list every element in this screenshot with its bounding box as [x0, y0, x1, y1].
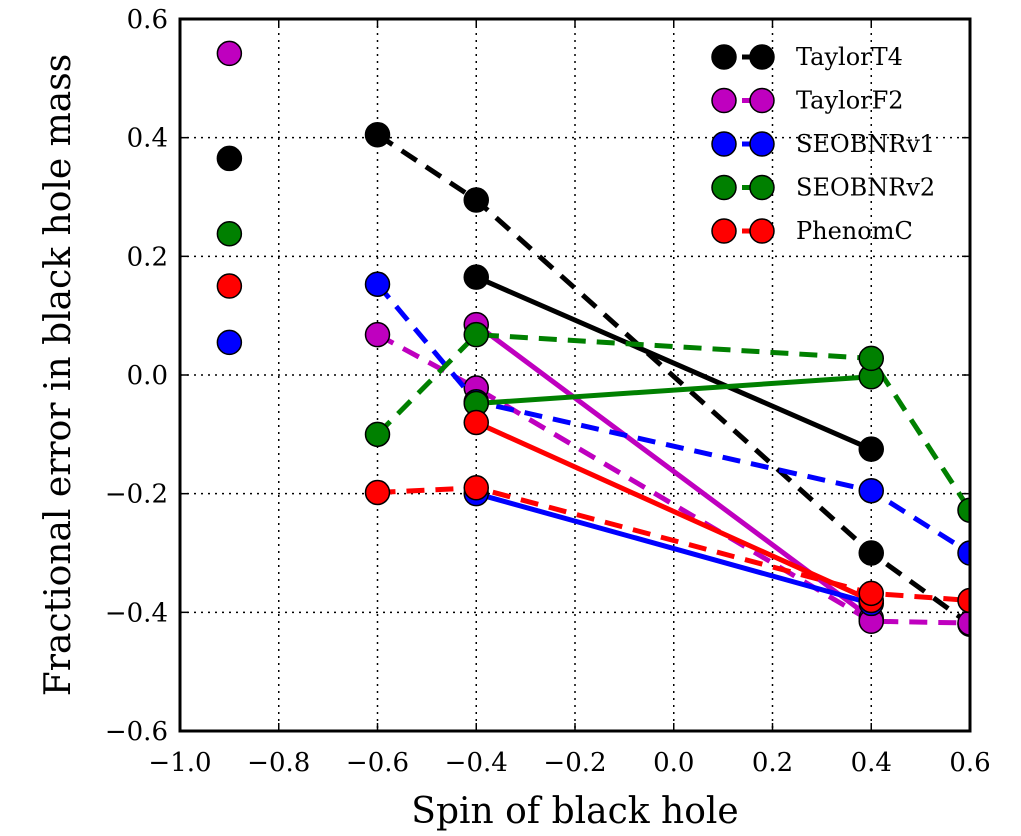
y-tick-label: 0.6 — [127, 5, 168, 35]
data-point-taylorf2 — [957, 610, 970, 636]
plot-area — [216, 40, 970, 637]
legend-marker-seobnrv1 — [749, 131, 775, 157]
data-point-seobnrv1 — [858, 477, 884, 504]
data-point-seobnrv2 — [957, 497, 970, 524]
x-axis-label: Spin of black hole — [411, 791, 738, 832]
legend-item-taylort4: TaylorT4 — [711, 43, 903, 71]
x-tick-label: −0.6 — [346, 748, 409, 778]
legend-marker-phenomc — [749, 218, 775, 244]
data-point-seobnrv1 — [364, 271, 391, 297]
series-seobnrv1-dashed-line — [375, 282, 970, 556]
series-seobnrv1-solid-line — [475, 491, 872, 606]
legend-label-seobnrv2: SEOBNRv2 — [796, 174, 935, 202]
x-tick-label: −1.0 — [148, 748, 211, 778]
data-point-seobnrv2 — [364, 421, 391, 448]
legend-marker-taylort4 — [749, 44, 775, 70]
legend-marker-seobnrv1 — [711, 131, 737, 157]
series-taylort4-dashed-line — [376, 132, 970, 627]
data-point-phenomc — [957, 587, 970, 614]
legend-marker-seobnrv2 — [749, 174, 775, 201]
grid — [180, 19, 970, 731]
legend-marker-taylort4 — [711, 44, 737, 70]
data-point-phenomc — [463, 474, 489, 501]
legend-marker-seobnrv2 — [711, 174, 737, 201]
x-tick-label: 0.2 — [752, 748, 793, 778]
x-tick-label: 0.4 — [851, 748, 892, 778]
data-point-taylorf2 — [216, 40, 243, 67]
series-seobnrv2-dashed-line — [375, 332, 970, 512]
x-tick-label: −0.4 — [445, 748, 508, 778]
y-tick-label: −0.6 — [105, 717, 168, 747]
legend-marker-taylorf2 — [749, 87, 775, 114]
y-tick-label: −0.2 — [105, 480, 168, 510]
legend: TaylorT4 TaylorF2 SEOBNRv1 SEOBNRv2 PhenomC — [711, 43, 935, 245]
data-point-taylort4 — [216, 145, 243, 172]
data-point-phenomc — [463, 409, 489, 436]
x-tick-label: −0.8 — [247, 748, 310, 778]
legend-item-seobnrv1: SEOBNRv1 — [711, 130, 935, 158]
legend-item-taylorf2: TaylorF2 — [711, 87, 904, 115]
x-tick-label: −0.2 — [543, 748, 606, 778]
series-phenomc-dashed-line — [377, 485, 970, 603]
data-point-seobnrv2 — [463, 321, 489, 348]
data-point-taylort4 — [463, 264, 489, 290]
x-tick-label: 0.0 — [653, 748, 694, 778]
legend-marker-phenomc — [711, 218, 737, 244]
axis-ticks: −1.0 −0.8 −0.6 −0.4 −0.2 0.0 0.2 0.4 0.6 −0.6 −0.4… — [105, 5, 991, 778]
data-point-phenomc — [216, 273, 243, 299]
data-point-seobnrv2 — [858, 345, 884, 372]
data-point-phenomc — [364, 479, 391, 506]
data-point-seobnrv1 — [957, 540, 970, 566]
data-point-taylort4 — [858, 436, 884, 462]
series-phenomc-solid-line — [475, 420, 873, 603]
legend-label-phenomc: PhenomC — [796, 217, 913, 245]
y-axis-label: Fractional error in black hole mass — [38, 54, 79, 696]
legend-label-seobnrv1: SEOBNRv1 — [796, 130, 935, 158]
series-seobnrv2-solid-line — [476, 374, 872, 406]
series-taylorf2-dashed-line — [376, 332, 970, 626]
y-tick-label: 0.4 — [127, 124, 168, 154]
data-point-seobnrv2 — [216, 221, 243, 247]
legend-item-seobnrv2: SEOBNRv2 — [711, 174, 935, 202]
legend-marker-taylorf2 — [711, 87, 737, 114]
x-tick-label: 0.6 — [949, 748, 990, 778]
data-point-phenomc — [858, 580, 884, 607]
data-point-taylorf2 — [364, 321, 391, 348]
series-taylort4 — [216, 121, 970, 637]
series-phenomc — [216, 273, 970, 614]
data-point-taylort4 — [858, 540, 884, 566]
series-seobnrv2 — [216, 221, 970, 524]
y-tick-label: 0.0 — [127, 361, 168, 391]
legend-label-taylorf2: TaylorF2 — [796, 87, 904, 115]
legend-item-phenomc: PhenomC — [711, 217, 913, 245]
series-taylort4-solid-line — [475, 274, 873, 452]
data-point-taylort4 — [364, 121, 391, 148]
legend-label-taylort4: TaylorT4 — [796, 43, 903, 71]
y-tick-label: 0.2 — [127, 242, 168, 272]
data-point-seobnrv1 — [216, 329, 243, 356]
y-tick-label: −0.4 — [105, 598, 168, 628]
data-point-taylort4 — [463, 187, 489, 213]
